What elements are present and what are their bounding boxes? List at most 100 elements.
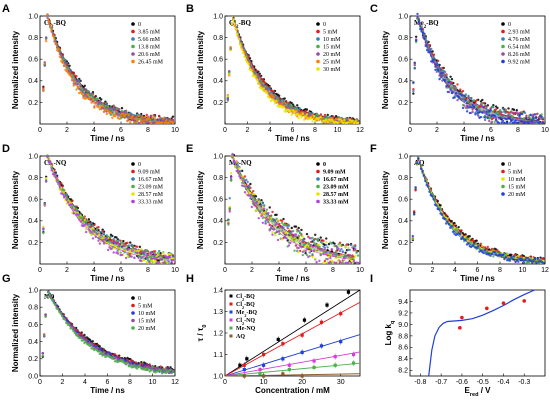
data-point — [344, 245, 347, 249]
data-point — [444, 222, 448, 225]
data-point — [301, 250, 305, 254]
data-point — [226, 98, 230, 101]
data-point — [137, 249, 140, 253]
x-tick-label: 10 — [171, 267, 179, 274]
data-point — [260, 204, 263, 207]
legend-marker — [316, 199, 320, 204]
x-axis-label: Time / ns — [460, 274, 495, 283]
data-point — [311, 245, 314, 248]
x-tick-label: -0.5 — [477, 379, 489, 386]
data-point — [75, 88, 78, 91]
data-point — [274, 219, 277, 222]
data-point — [108, 107, 111, 110]
data-point — [116, 252, 120, 255]
data-point — [486, 114, 490, 117]
data-point — [120, 241, 124, 245]
data-point — [123, 114, 126, 118]
x-tick-label: -0.6 — [456, 379, 468, 386]
data-point — [124, 358, 128, 362]
data-point — [229, 45, 232, 49]
plot-frame — [409, 289, 546, 377]
legend-label: 0 — [508, 162, 511, 168]
data-point — [300, 116, 303, 119]
legend-label: 9.09 mM — [323, 170, 346, 176]
data-point — [340, 247, 343, 251]
data-point — [297, 250, 300, 254]
y-tick-label: 0.2 — [398, 100, 408, 107]
data-point — [144, 115, 147, 119]
data-point — [84, 228, 88, 231]
data-point — [457, 225, 460, 229]
legend-marker — [131, 29, 135, 34]
legend-label: 0 — [138, 162, 141, 168]
legend-marker — [501, 192, 505, 196]
data-point — [500, 121, 503, 124]
y-tick-label: 9.0 — [398, 322, 408, 329]
data-point — [503, 110, 506, 113]
data-point — [129, 120, 132, 124]
inner-label: NQ — [44, 293, 55, 301]
data-point — [307, 241, 310, 245]
data-point — [435, 70, 439, 74]
y-axis-label: Normalized intensity — [11, 293, 20, 372]
data-point — [448, 78, 451, 82]
fit-line — [417, 15, 540, 123]
legend-label: 15 mM — [323, 45, 341, 51]
y-tick-label: 1.0 — [213, 13, 223, 20]
data-point — [238, 166, 241, 170]
legend-marker — [316, 177, 320, 181]
data-point — [118, 117, 121, 120]
fit-line — [224, 334, 361, 377]
x-axis-label: Time / ns — [460, 134, 495, 143]
data-point — [131, 249, 135, 252]
series-4 — [411, 155, 545, 265]
data-point — [159, 252, 162, 255]
data-point — [229, 172, 233, 175]
data-point — [481, 244, 484, 248]
legend-label: 20 mM — [138, 326, 156, 332]
data-point — [122, 112, 125, 116]
data-point — [540, 117, 543, 121]
data-point — [467, 94, 470, 98]
data-point — [133, 121, 136, 124]
x-tick-label: 6 — [106, 379, 110, 386]
data-point — [456, 83, 459, 86]
data-point — [293, 249, 296, 252]
data-point — [82, 215, 85, 219]
data-point — [239, 169, 242, 173]
data-point — [311, 236, 314, 240]
data-point — [338, 249, 342, 253]
data-point — [464, 99, 467, 102]
x-tick-label: 2 — [431, 267, 435, 274]
data-point — [527, 121, 531, 125]
data-point — [512, 108, 516, 112]
data-point — [453, 85, 456, 88]
data-point — [153, 250, 157, 253]
data-point — [536, 257, 539, 260]
data-point — [228, 197, 231, 200]
data-point — [525, 114, 528, 118]
data-point — [283, 97, 286, 100]
data-point — [112, 104, 115, 107]
y-tick-label: 0.6 — [398, 57, 408, 64]
x-tick-label: -0.7 — [435, 379, 447, 386]
data-point — [230, 22, 234, 26]
data-point — [91, 224, 95, 228]
y-tick-label: 1.4 — [213, 287, 223, 294]
x-tick-label: 12 — [541, 267, 549, 274]
data-point — [312, 115, 316, 118]
data-point — [290, 113, 293, 117]
data-point — [460, 229, 463, 233]
legend-label: 20 mM — [323, 52, 341, 58]
data-point — [98, 100, 102, 103]
data-point — [282, 217, 285, 221]
data-point — [226, 95, 230, 98]
data-point — [494, 116, 498, 120]
y-tick-label: 0.4 — [213, 218, 223, 225]
data-point — [98, 108, 102, 111]
data-point — [229, 176, 233, 179]
data-point — [140, 248, 143, 251]
data-point — [485, 106, 488, 109]
data-point — [450, 77, 454, 81]
y-axis-label: Normalized intensity — [381, 30, 390, 109]
